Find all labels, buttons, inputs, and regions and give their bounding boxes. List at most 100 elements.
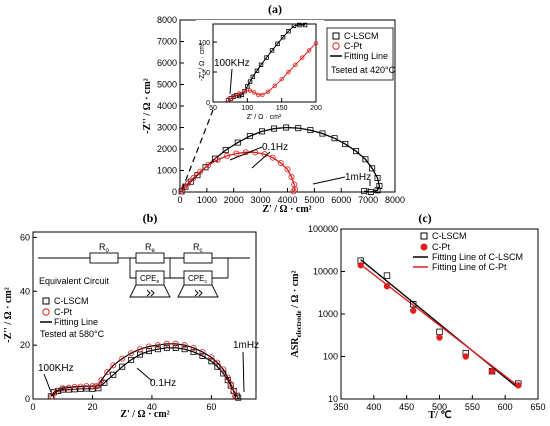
panel-a-series-1-point bbox=[319, 130, 326, 137]
panel-a-series-2-point bbox=[284, 166, 291, 173]
panel-b-series-2-point bbox=[65, 384, 72, 391]
inset-fit-2-line bbox=[227, 42, 317, 101]
annotation-100khz: 100KHz bbox=[38, 363, 74, 374]
panel-b-series-2-point bbox=[71, 383, 78, 390]
panel-b-ylabel: -Z'' / Ω · cm² bbox=[3, 287, 14, 342]
panel-a-series-1-point bbox=[246, 133, 253, 140]
panel-b-series-2-point bbox=[181, 342, 188, 349]
cpe-c-bracket bbox=[177, 284, 219, 298]
panel-b-series-2-point bbox=[83, 383, 90, 390]
arrow-01hz-a bbox=[229, 146, 263, 161]
cpe-e-glyph bbox=[146, 289, 155, 297]
panel-b-series-1-point bbox=[172, 344, 179, 351]
panel-b-series-2-point bbox=[154, 342, 161, 349]
inset-series-1-point bbox=[254, 68, 260, 73]
circuit-label-cpe-e: CPEe bbox=[140, 274, 159, 285]
panel-a-plot: Z' / Ω · cm² -Z'' / Ω · cm² 0 1000 2000 300… bbox=[142, 15, 405, 215]
annotation-01hz: 0.1Hz bbox=[262, 142, 288, 153]
panel-b-fit-2-line bbox=[51, 343, 236, 397]
inset-series-1-point bbox=[291, 23, 297, 28]
panel-b-series-2-point bbox=[190, 344, 197, 351]
panel-b-series-2-point bbox=[119, 355, 126, 362]
panel-c-fit-2-line bbox=[360, 264, 519, 387]
inset-series-2-point bbox=[279, 76, 284, 82]
panel-c-legend: C-LSCM C-Pt Fitting Line of C-LSCM Fitti… bbox=[413, 231, 523, 272]
panel-b-series-2-point bbox=[92, 383, 99, 390]
legend-b-item-1: C-LSCM bbox=[54, 296, 89, 306]
inset-series-2-point bbox=[313, 41, 319, 46]
panel-a-ytick-label: 5000 bbox=[157, 80, 177, 90]
panel-a-series-2-point bbox=[269, 154, 276, 161]
circuit-label-cpe-c: CPEc bbox=[188, 274, 207, 285]
panel-b-series-2-point bbox=[224, 374, 231, 381]
arrow-1mhz-b bbox=[242, 351, 245, 393]
panel-a-series-2-point bbox=[277, 159, 284, 166]
panel-b-ytick-label: 20 bbox=[20, 340, 30, 350]
panel-c-series-1-point bbox=[436, 328, 443, 336]
legend-c-item-2: C-Pt bbox=[432, 242, 450, 252]
inset-series-1-point bbox=[247, 79, 253, 84]
legend-b-item-3: Fitting Line bbox=[54, 317, 98, 327]
panel-b-series-2-point bbox=[230, 387, 237, 394]
panel-a-xtick-label: 5000 bbox=[304, 195, 324, 205]
panel-b-series-1-point bbox=[235, 394, 242, 401]
panel-a-legend-box bbox=[326, 27, 394, 81]
panel-a-series-1-point bbox=[283, 124, 290, 131]
panel-c-ytick-label: 100 bbox=[323, 352, 338, 362]
panel-c-series-1-point bbox=[383, 272, 391, 279]
legend-a-item-3: Fitting Line bbox=[344, 51, 388, 61]
panel-a-series-2-point bbox=[190, 175, 197, 182]
panel-c-xlabel: T/ ℃ bbox=[428, 410, 451, 421]
inset-series-2-point bbox=[286, 69, 291, 75]
panel-a-series-2-point bbox=[214, 156, 221, 163]
inset-series-2-point bbox=[300, 55, 305, 60]
inset-series-1-point bbox=[269, 48, 275, 53]
cpe-e bbox=[135, 270, 165, 286]
panel-b-series-1-point bbox=[65, 386, 72, 393]
panel-b-series-2-point bbox=[172, 340, 179, 347]
inset-annotation-100khz: 100KHz bbox=[214, 58, 250, 69]
annotation-01hz-b: 0.1Hz bbox=[150, 378, 176, 389]
panel-a-series-2-point bbox=[288, 173, 295, 180]
cpe-e-bracket bbox=[129, 284, 171, 298]
panel-b-series-2-point bbox=[49, 393, 56, 400]
panel-a-xtick-label: 0 bbox=[177, 195, 182, 205]
panel-c-series-2-point bbox=[383, 283, 391, 290]
legend-a-item-2: C-Pt bbox=[344, 41, 362, 51]
inset-series-2-point bbox=[247, 88, 253, 93]
panel-b-series-1-point bbox=[181, 346, 188, 353]
circuit-label-rc: Rc bbox=[193, 242, 203, 254]
equivalent-circuit bbox=[38, 252, 250, 298]
panel-b-series-2-point bbox=[232, 393, 239, 400]
panel-c-ytick-label: 10 bbox=[328, 394, 338, 404]
panel-a-series-1-point bbox=[222, 147, 229, 154]
panel-b-series-2-point bbox=[227, 381, 234, 388]
panel-c-series-2-point bbox=[488, 368, 496, 375]
panel-c-ytick-label: 10000 bbox=[313, 267, 338, 277]
panel-c-series-2-point bbox=[515, 382, 522, 389]
panel-c-ytick-label: 100000 bbox=[308, 224, 338, 234]
panel-b-series-2-point bbox=[163, 340, 170, 347]
resistor-re bbox=[135, 252, 165, 264]
panel-c-xtick-label: 400 bbox=[366, 402, 381, 412]
inset-ytick-label: 100 bbox=[198, 40, 210, 47]
inset-leader-line bbox=[181, 109, 214, 191]
legend-a-circle-marker bbox=[332, 42, 340, 50]
panel-b-series-2-point bbox=[199, 348, 206, 355]
panel-a-xtick-label: 8000 bbox=[385, 195, 405, 205]
panel-a-series-1-point bbox=[331, 135, 338, 142]
inset-arrow-100khz bbox=[229, 68, 233, 95]
inset-series-2-point bbox=[293, 62, 298, 68]
panel-a-series-1-point bbox=[362, 156, 369, 163]
panel-b-series-2-point bbox=[220, 366, 227, 373]
panel-a-series-2-point bbox=[233, 150, 240, 157]
inset-series-1-point bbox=[286, 28, 291, 34]
panel-a-series-1-point bbox=[367, 188, 374, 195]
inset-xtick-label: 100 bbox=[241, 105, 253, 112]
panel-c-series-2-point bbox=[357, 262, 364, 269]
panel-b-series-2-point bbox=[53, 387, 60, 394]
panel-b-xtick-label: 20 bbox=[87, 402, 97, 412]
panel-a-ytick-label: 6000 bbox=[157, 58, 177, 68]
arrow-100khz bbox=[43, 373, 52, 393]
panel-a-series-2-point bbox=[292, 186, 299, 193]
